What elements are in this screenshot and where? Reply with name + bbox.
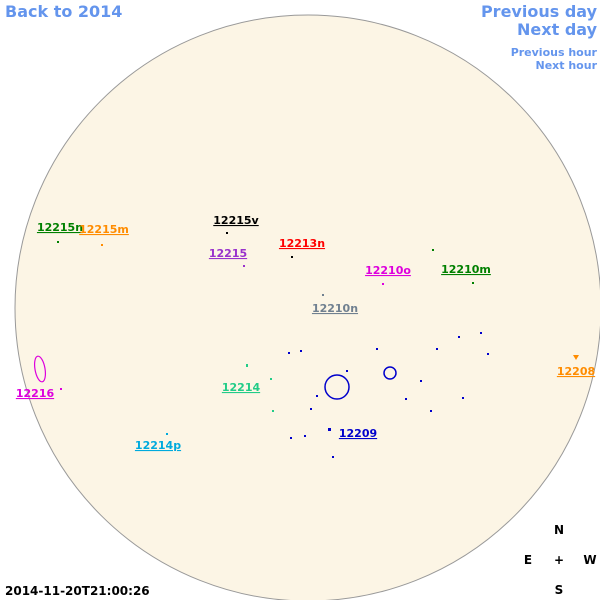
solar-disk (14, 14, 600, 600)
region-label[interactable]: 12215 (209, 247, 247, 260)
spot (346, 370, 348, 372)
spot (288, 352, 290, 354)
spot (33, 355, 47, 383)
spot (316, 395, 318, 397)
sunspots (33, 232, 579, 458)
compass-west: W (583, 553, 596, 567)
region-label[interactable]: 12213n (279, 237, 325, 250)
previous-day-link[interactable]: Previous day (481, 2, 598, 21)
spot (458, 336, 460, 338)
spot (243, 265, 245, 267)
timestamp: 2014-11-20T21:00:26 (5, 584, 150, 598)
spot (246, 364, 248, 367)
next-hour-link[interactable]: Next hour (536, 59, 598, 72)
spot (382, 283, 384, 285)
spot (405, 398, 407, 400)
region-label[interactable]: 12215v (213, 214, 259, 227)
spot (60, 388, 62, 390)
region-label[interactable]: 12210m (441, 263, 491, 276)
spot (472, 282, 474, 284)
compass-center: + (554, 553, 564, 567)
spot (420, 380, 422, 382)
next-day-link[interactable]: Next day (517, 20, 598, 39)
region-label[interactable]: 12214p (135, 439, 181, 452)
region-label[interactable]: 12208 (557, 365, 595, 378)
back-link[interactable]: Back to 2014 (5, 2, 122, 21)
compass-north: N (554, 523, 564, 537)
spot (332, 456, 334, 458)
region-label[interactable]: 12210n (312, 302, 358, 315)
spot (376, 348, 378, 350)
spot (383, 366, 397, 380)
spot (430, 410, 432, 412)
spot (300, 350, 302, 352)
compass-east: E (524, 553, 532, 567)
region-label[interactable]: 12214 (222, 381, 261, 394)
region-label[interactable]: 12210o (365, 264, 411, 277)
spot (310, 408, 312, 410)
compass-south: S (555, 583, 564, 597)
spot (322, 294, 324, 296)
spot (462, 397, 464, 399)
spot (57, 241, 59, 243)
region-label[interactable]: 12216 (16, 387, 55, 400)
spot (291, 256, 293, 258)
spot (101, 244, 103, 246)
spot (226, 232, 228, 234)
region-label[interactable]: 12215m (79, 223, 129, 236)
spot (573, 355, 579, 360)
spot (166, 433, 168, 435)
spot (324, 374, 350, 400)
spot (480, 332, 482, 334)
spot (328, 428, 331, 431)
spot (436, 348, 438, 350)
spot (487, 353, 489, 355)
spot (432, 249, 434, 251)
spot (304, 435, 306, 437)
region-label[interactable]: 12209 (339, 427, 377, 440)
spot (270, 378, 272, 380)
spot (272, 410, 274, 412)
previous-hour-link[interactable]: Previous hour (511, 46, 598, 59)
spot (290, 437, 292, 439)
region-label[interactable]: 12215n (37, 221, 83, 234)
